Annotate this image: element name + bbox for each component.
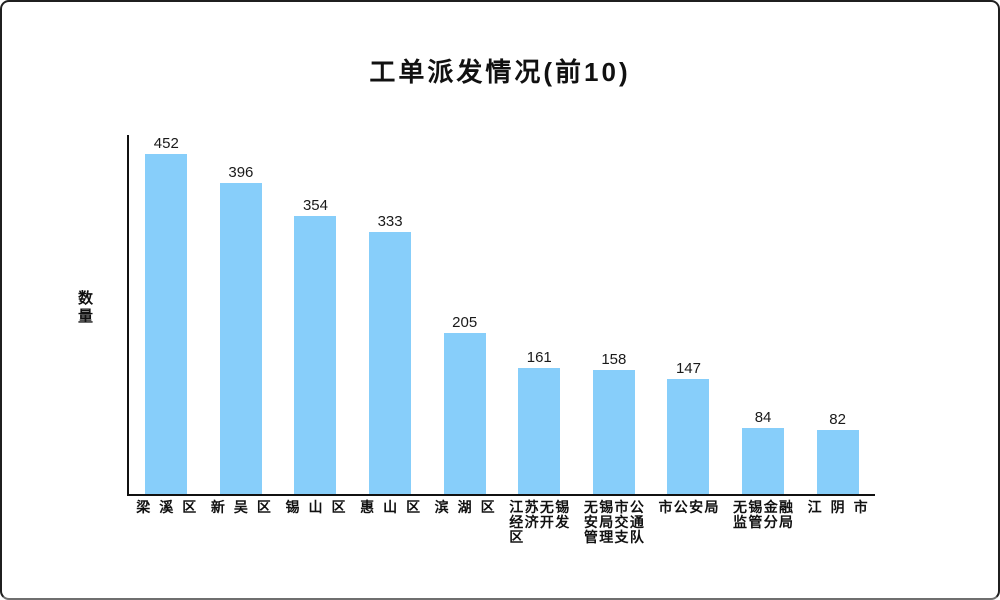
- bar: [219, 183, 262, 494]
- x-axis-tick-label: 锡山区: [285, 499, 346, 515]
- bar-group: 333 惠山区: [353, 135, 428, 515]
- x-axis-tick-label: 江苏无锡 经济开发 区: [509, 499, 570, 545]
- bar-value-label: 84: [754, 409, 772, 426]
- x-axis-tick-label: 无锡市公 安局交通 管理支队: [583, 499, 644, 545]
- y-axis-line: [127, 135, 129, 494]
- bar: [742, 428, 785, 494]
- bar-group: 396 新吴区: [204, 135, 279, 515]
- x-axis-tick-label: 江阴市: [807, 499, 868, 515]
- bar-value-label: 396: [228, 164, 254, 181]
- bar-group: 161 江苏无锡 经济开发 区: [502, 135, 577, 545]
- bar-group: 147 市公安局: [651, 135, 726, 515]
- bar-group: 205 滨湖区: [427, 135, 502, 515]
- y-axis-label: 数量: [76, 290, 93, 326]
- bar-value-label: 161: [526, 349, 552, 366]
- bar-group: 452 梁溪区: [129, 135, 204, 515]
- bar-group: 158 无锡市公 安局交通 管理支队: [577, 135, 652, 545]
- x-axis-tick-label: 滨湖区: [434, 499, 495, 515]
- bar-group: 84 无锡金融 监管分局: [726, 135, 801, 530]
- bar-value-label: 147: [675, 360, 701, 377]
- bar: [816, 430, 859, 494]
- x-axis-tick-label: 市公安局: [658, 499, 719, 515]
- bars-row: 452 梁溪区 396 新吴区 354 锡山区 333 惠山区 205 滨湖区 161 江苏无锡 经济…: [129, 135, 875, 545]
- x-axis-tick-label: 无锡金融 监管分局: [733, 499, 794, 530]
- x-axis-tick-label: 梁溪区: [136, 499, 197, 515]
- bar: [145, 154, 188, 494]
- bar-group: 354 锡山区: [278, 135, 353, 515]
- bar-value-label: 333: [377, 213, 403, 230]
- bar: [443, 333, 486, 494]
- bar-group: 82 江阴市: [800, 135, 875, 515]
- bar: [518, 368, 561, 494]
- bar-value-label: 82: [829, 411, 846, 428]
- x-axis-line: [127, 494, 875, 496]
- bar: [667, 379, 710, 494]
- chart-title: 工单派发情况(前10): [369, 57, 631, 87]
- bar-value-label: 205: [452, 314, 478, 331]
- x-axis-tick-label: 新吴区: [210, 499, 271, 515]
- x-axis-tick-label: 惠山区: [360, 499, 421, 515]
- plot-area: 452 梁溪区 396 新吴区 354 锡山区 333 惠山区 205 滨湖区 161 江苏无锡 经济…: [127, 135, 875, 545]
- bar-value-label: 158: [601, 351, 627, 368]
- bar: [369, 232, 412, 494]
- bar-value-label: 452: [153, 135, 179, 152]
- bar-value-label: 354: [302, 197, 328, 214]
- bar: [294, 216, 337, 494]
- bar: [592, 370, 635, 494]
